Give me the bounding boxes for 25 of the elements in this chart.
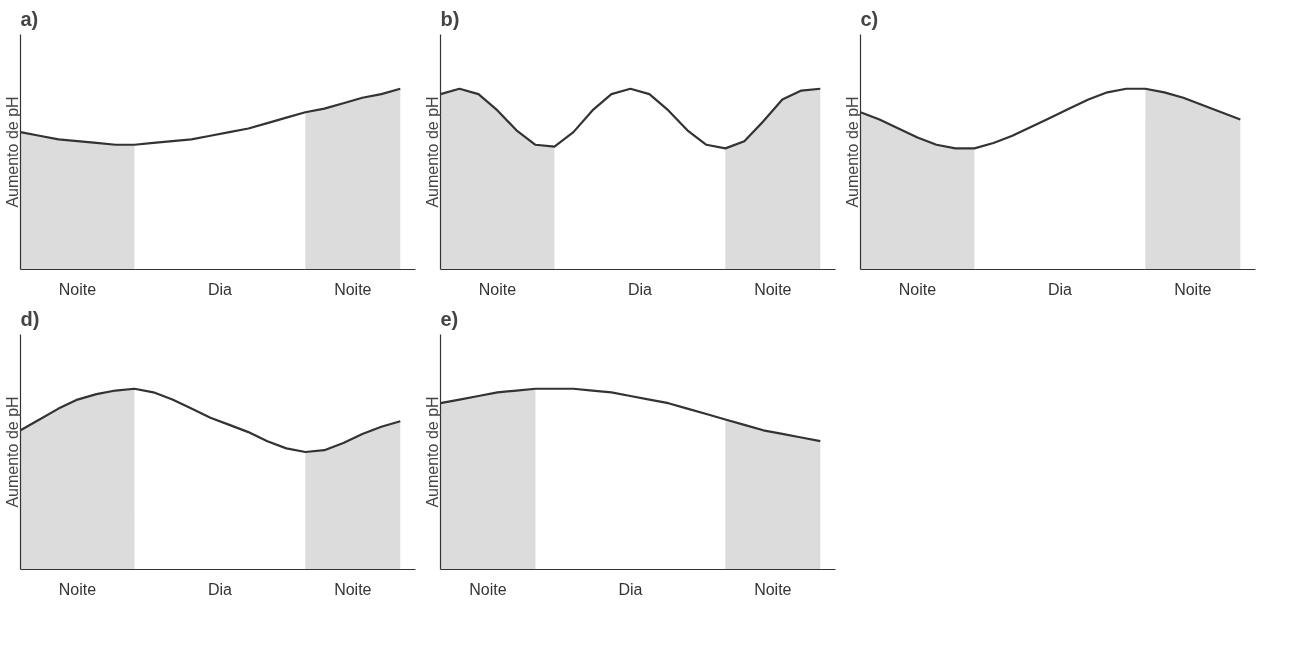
- text: Noite: [58, 280, 97, 298]
- text: Dia: [618, 580, 643, 598]
- chart-title: c): [860, 7, 879, 30]
- text: Noite: [334, 280, 372, 298]
- text: Noite: [754, 580, 792, 598]
- text: Noite: [469, 580, 507, 598]
- text: Noite: [1174, 280, 1212, 298]
- chart-title: b): [440, 7, 460, 30]
- text: Noite: [58, 580, 97, 598]
- text: Dia: [627, 280, 652, 298]
- chart-title: a): [20, 7, 39, 30]
- y-axis-title: Aumento de pH: [3, 396, 21, 508]
- text: Noite: [898, 280, 937, 298]
- text: Noite: [478, 280, 517, 298]
- y-axis-title: Aumento de pH: [843, 96, 861, 208]
- text: Dia: [1047, 280, 1072, 298]
- text: Noite: [334, 580, 372, 598]
- y-axis-title: Aumento de pH: [423, 96, 441, 208]
- text: Dia: [207, 280, 232, 298]
- chart-title: d): [20, 307, 40, 330]
- text: Noite: [754, 280, 792, 298]
- y-axis-title: Aumento de pH: [423, 396, 441, 508]
- text: Dia: [207, 580, 232, 598]
- chart-title: e): [440, 307, 459, 330]
- y-axis-title: Aumento de pH: [3, 96, 21, 208]
